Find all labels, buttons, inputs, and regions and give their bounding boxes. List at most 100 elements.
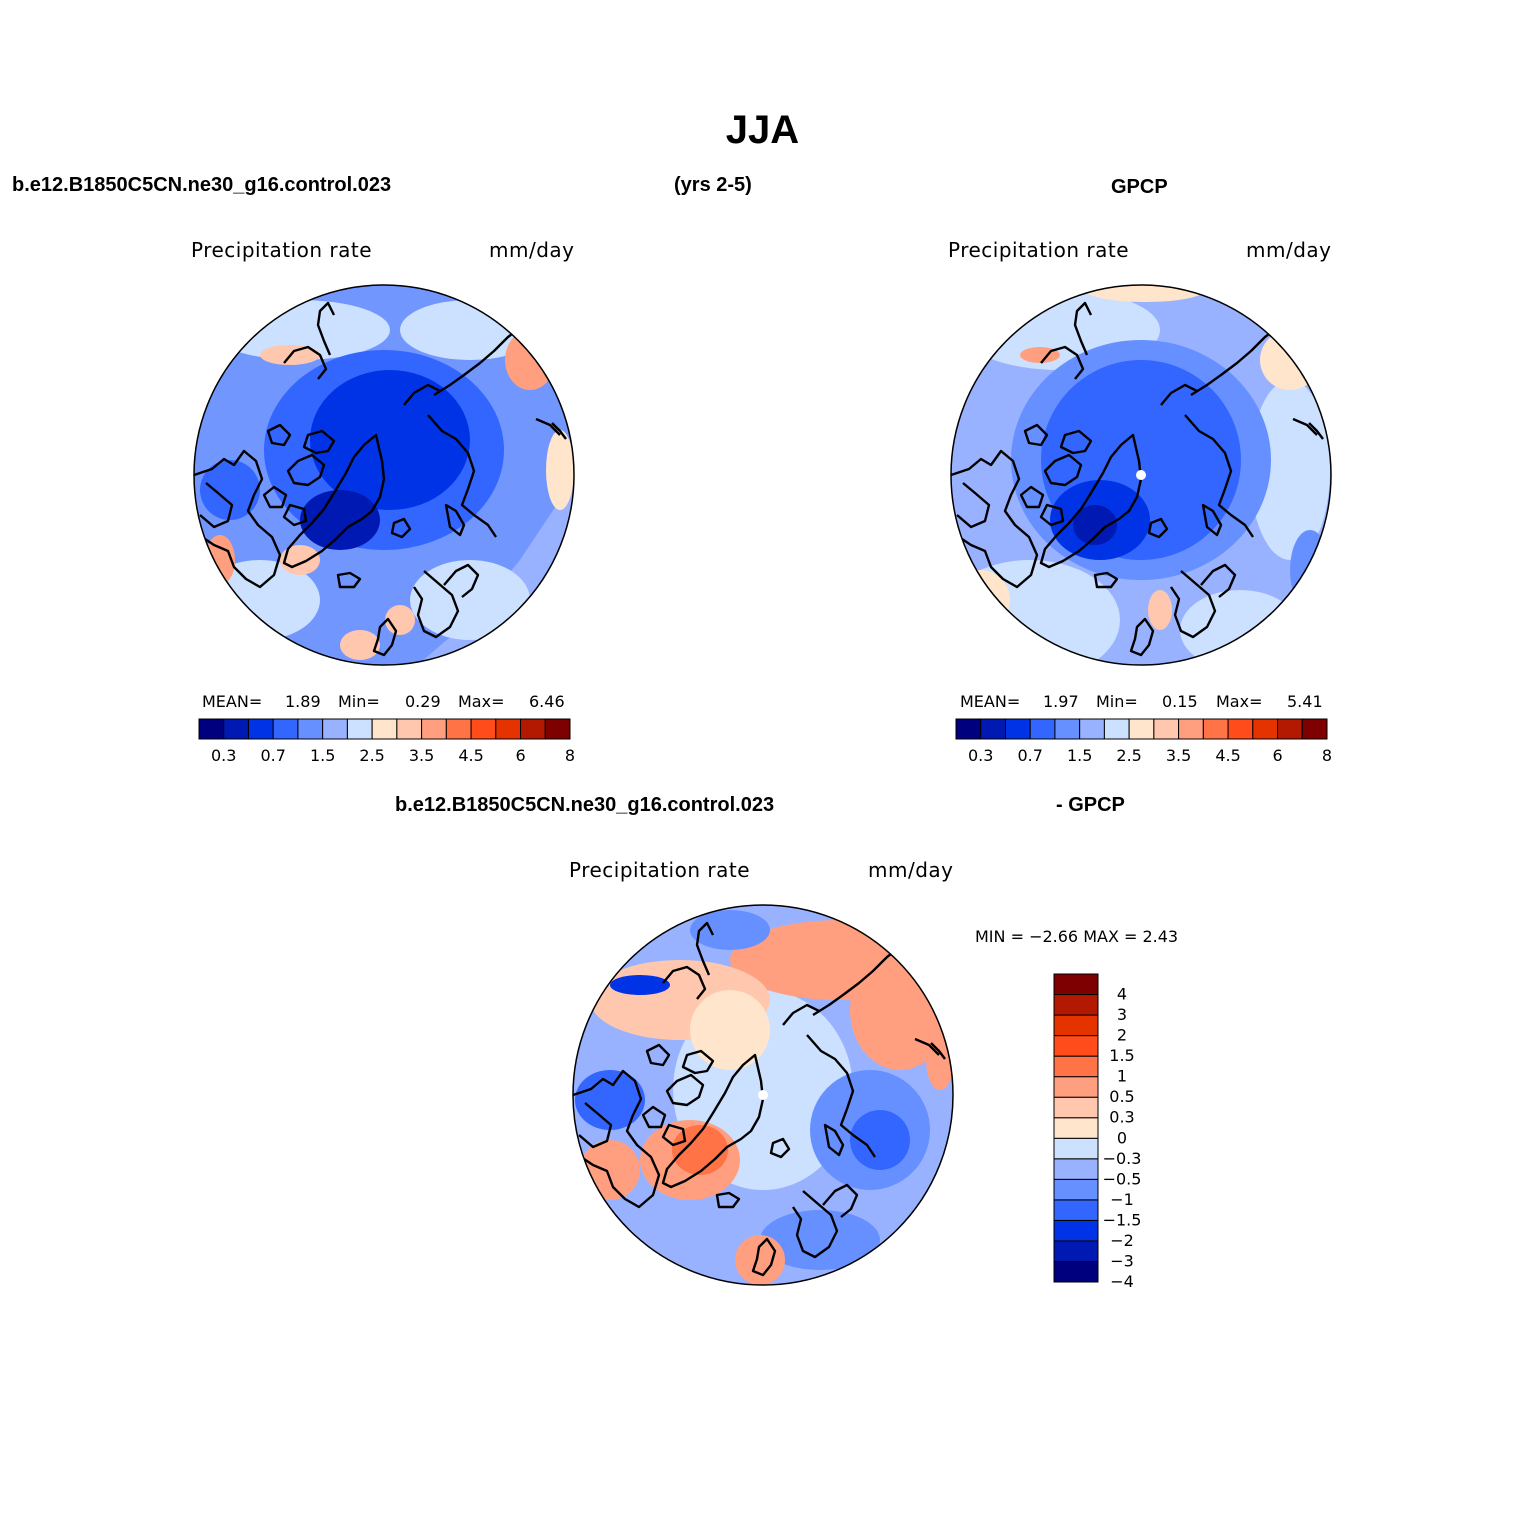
main-title: JJA	[725, 108, 800, 152]
model-min-label: Min=	[338, 692, 380, 711]
difference-colorbar-swatch	[1053, 1117, 1099, 1139]
model-colorbar-tick-label: 2.5	[359, 746, 384, 765]
model-colorbar-swatch	[396, 718, 423, 740]
model-colorbar-swatch	[520, 718, 546, 740]
model-colorbar-swatch	[198, 718, 225, 740]
difference-colorbar-swatch	[1053, 1219, 1099, 1242]
difference-colorbar-tick-label: 1	[1117, 1067, 1127, 1086]
gpcp-colorbar-swatch	[1178, 718, 1204, 740]
difference-colorbar-swatch	[1053, 1096, 1099, 1119]
model-colorbar-swatch	[445, 718, 472, 740]
model-colorbar-swatch	[495, 718, 522, 740]
gpcp-colorbar-swatch	[1128, 718, 1155, 740]
difference-colorbar-tick-label: −2	[1110, 1231, 1134, 1250]
model-colorbar-swatch	[322, 718, 348, 740]
model-variable-label: Precipitation rate	[191, 238, 372, 262]
difference-colorbar-tick-label: 0.5	[1109, 1087, 1134, 1106]
obs-header: GPCP	[1111, 176, 1168, 198]
difference-colorbar-swatch	[1053, 1137, 1099, 1160]
difference-colorbar-swatch	[1053, 1260, 1099, 1283]
difference-colorbar-tick-label: −1.5	[1103, 1210, 1142, 1229]
gpcp-min-value: 0.15	[1162, 692, 1198, 711]
gpcp-colorbar-tick-label: 4.5	[1215, 746, 1240, 765]
gpcp-colorbar-tick-label: 3.5	[1166, 746, 1191, 765]
model-colorbar-tick-label: 0.7	[260, 746, 285, 765]
model-map	[193, 284, 575, 666]
model-units-label: mm/day	[489, 238, 575, 262]
model-colorbar-tick-label: 1.5	[310, 746, 335, 765]
gpcp-colorbar-swatch	[1277, 718, 1303, 740]
model-colorbar-swatch	[421, 718, 447, 740]
model-colorbar-tick-label: 8	[565, 746, 575, 765]
gpcp-colorbar-tick-label: 0.7	[1017, 746, 1042, 765]
model-mean-label: MEAN=	[202, 692, 263, 711]
gpcp-map	[950, 284, 1332, 666]
difference-colorbar-swatch	[1053, 1035, 1099, 1057]
difference-colorbar-swatch	[1053, 1178, 1099, 1201]
gpcp-colorbar-swatch	[1054, 718, 1081, 740]
difference-colorbar-tick-label: 1.5	[1109, 1046, 1134, 1065]
diff-minmax-label: MIN = −2.66 MAX = 2.43	[975, 927, 1179, 946]
difference-colorbar-swatch	[1053, 1076, 1099, 1098]
gpcp-colorbar-swatch	[1252, 718, 1279, 740]
gpcp-colorbar-tick-label: 6	[1272, 746, 1282, 765]
gpcp-variable-label: Precipitation rate	[948, 238, 1129, 262]
model-colorbar-swatch	[297, 718, 324, 740]
difference-colorbar-tick-label: 0	[1117, 1128, 1127, 1147]
gpcp-colorbar-swatch	[955, 718, 982, 740]
diff-units-label: mm/day	[868, 858, 954, 882]
diff-obs-header: - GPCP	[1056, 794, 1125, 816]
gpcp-colorbar-tick-label: 8	[1322, 746, 1332, 765]
gpcp-colorbar-tick-label: 2.5	[1116, 746, 1141, 765]
model-mean-value: 1.89	[285, 692, 321, 711]
gpcp-mean-value: 1.97	[1043, 692, 1079, 711]
model-colorbar: 0.3 0.7 1.5 2.5 3.5 4.5 6 8	[198, 718, 575, 765]
difference-colorbar-tick-label: −0.5	[1103, 1169, 1142, 1188]
difference-map	[572, 904, 954, 1286]
model-colorbar-tick-label: 0.3	[211, 746, 236, 765]
gpcp-units-label: mm/day	[1246, 238, 1332, 262]
difference-colorbar-swatch	[1053, 1055, 1099, 1078]
gpcp-colorbar: 0.3 0.7 1.5 2.5 3.5 4.5 6 8	[955, 718, 1332, 765]
gpcp-colorbar-swatch	[1103, 718, 1130, 740]
diff-variable-label: Precipitation rate	[569, 858, 750, 882]
model-max-value: 6.46	[529, 692, 565, 711]
model-colorbar-tick-label: 4.5	[458, 746, 483, 765]
difference-colorbar-tick-label: −3	[1110, 1251, 1134, 1270]
case-name-header: b.e12.B1850C5CN.ne30_g16.control.023	[12, 174, 392, 196]
difference-colorbar-tick-label: 0.3	[1109, 1108, 1134, 1127]
difference-colorbar-tick-label: −1	[1110, 1190, 1134, 1209]
gpcp-colorbar-swatch	[1029, 718, 1056, 740]
diff-case-header: b.e12.B1850C5CN.ne30_g16.control.023	[395, 794, 775, 816]
difference-colorbar-tick-label: −0.3	[1103, 1149, 1142, 1168]
difference-colorbar-swatch	[1053, 994, 1099, 1016]
gpcp-colorbar-swatch	[980, 718, 1006, 740]
model-min-value: 0.29	[405, 692, 441, 711]
difference-colorbar-swatch	[1053, 1158, 1099, 1180]
difference-colorbar-swatch	[1053, 1014, 1099, 1037]
model-colorbar-swatch	[544, 718, 571, 740]
gpcp-colorbar-swatch	[1079, 718, 1105, 740]
difference-colorbar: 43 21.5 10.5 0.30 −0.3−0.5 −1−1.5 −2−3 −4	[1053, 973, 1142, 1291]
difference-colorbar-swatch	[1053, 973, 1099, 996]
difference-colorbar-tick-label: −4	[1110, 1272, 1134, 1291]
gpcp-mean-label: MEAN=	[960, 692, 1021, 711]
model-colorbar-swatch	[247, 718, 274, 740]
gpcp-colorbar-tick-label: 1.5	[1067, 746, 1092, 765]
model-colorbar-swatch	[272, 718, 299, 740]
difference-colorbar-tick-label: 3	[1117, 1005, 1127, 1024]
gpcp-colorbar-swatch	[1202, 718, 1229, 740]
model-colorbar-swatch	[371, 718, 398, 740]
gpcp-max-value: 5.41	[1287, 692, 1323, 711]
gpcp-colorbar-swatch	[1227, 718, 1254, 740]
model-colorbar-swatch	[346, 718, 373, 740]
difference-colorbar-tick-label: 2	[1117, 1026, 1127, 1045]
model-max-label: Max=	[458, 692, 505, 711]
model-colorbar-tick-label: 6	[515, 746, 525, 765]
gpcp-colorbar-swatch	[1004, 718, 1031, 740]
gpcp-colorbar-swatch	[1153, 718, 1180, 740]
difference-colorbar-swatch	[1053, 1240, 1099, 1262]
gpcp-colorbar-tick-label: 0.3	[968, 746, 993, 765]
model-colorbar-tick-label: 3.5	[409, 746, 434, 765]
